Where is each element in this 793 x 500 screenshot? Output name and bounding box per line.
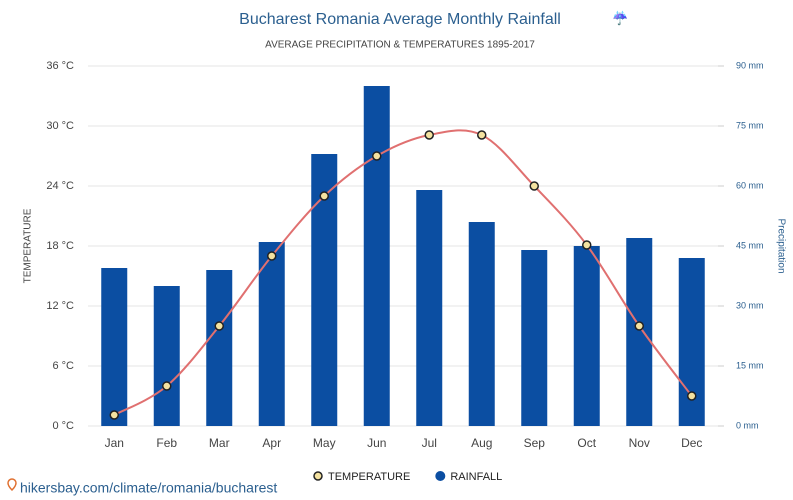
temperature-line	[113, 129, 693, 416]
line-marker	[634, 321, 644, 331]
x-tick-label: Jun	[367, 436, 386, 450]
y2-axis-label: Precipitation	[775, 218, 786, 273]
y2-tick-label: 0 mm	[736, 420, 759, 430]
bar	[363, 86, 390, 426]
line-marker	[319, 191, 329, 201]
x-tick-label: Dec	[681, 436, 702, 450]
bar	[206, 270, 233, 426]
x-tick-label: Nov	[629, 436, 650, 450]
umbrella-icon: ☔	[612, 9, 628, 25]
y2-tick-label: 15 mm	[736, 360, 764, 370]
x-tick-label: Feb	[156, 436, 177, 450]
line-marker	[424, 130, 434, 140]
bar	[678, 258, 705, 426]
x-tick-label: Oct	[577, 436, 596, 450]
x-tick-label: Sep	[524, 436, 546, 450]
y-tick-label: 24 °C	[46, 180, 74, 192]
line-marker	[214, 321, 224, 331]
bar	[416, 190, 443, 426]
legend-marker	[313, 471, 323, 481]
x-tick-label: May	[313, 436, 336, 450]
line-marker	[687, 391, 697, 401]
legend-label: RAINFALL	[450, 471, 502, 483]
y-tick-label: 12 °C	[46, 300, 74, 312]
line-marker	[529, 181, 539, 191]
x-tick-label: Aug	[471, 436, 492, 450]
source-link[interactable]: hikersbay.com/climate/romania/bucharest	[20, 480, 277, 496]
bar	[101, 268, 128, 426]
x-tick-label: Jan	[105, 436, 124, 450]
y-tick-label: 0 °C	[52, 420, 74, 432]
y-tick-label: 6 °C	[52, 360, 74, 372]
y-tick-label: 18 °C	[46, 240, 74, 252]
y2-tick-label: 45 mm	[736, 240, 764, 250]
y-tick-label: 30 °C	[46, 120, 74, 132]
y2-tick-label: 60 mm	[736, 180, 764, 190]
line-marker	[162, 381, 172, 391]
bar	[153, 286, 180, 426]
bar	[468, 222, 495, 426]
line-marker	[372, 151, 382, 161]
bar	[626, 238, 653, 426]
chart-subtitle: AVERAGE PRECIPITATION & TEMPERATURES 189…	[265, 40, 535, 51]
line-marker	[267, 251, 277, 261]
legend-marker	[435, 471, 446, 481]
x-tick-label: Mar	[209, 436, 230, 450]
line-marker	[109, 410, 119, 420]
bar	[573, 246, 600, 426]
chart-title: Bucharest Romania Average Monthly Rainfa…	[239, 11, 561, 28]
legend-label: TEMPERATURE	[328, 471, 410, 483]
bar	[521, 250, 548, 426]
y2-tick-label: 30 mm	[736, 300, 764, 310]
y2-tick-label: 90 mm	[736, 60, 764, 70]
line-marker	[582, 240, 592, 250]
bar	[258, 242, 285, 426]
y-axis-label: TEMPERATURE	[23, 208, 34, 283]
pin-icon	[7, 478, 17, 492]
x-tick-label: Apr	[262, 436, 281, 450]
x-tick-label: Jul	[422, 436, 437, 450]
y-tick-label: 36 °C	[46, 60, 74, 72]
y2-tick-label: 75 mm	[736, 120, 764, 130]
line-marker	[477, 130, 487, 140]
